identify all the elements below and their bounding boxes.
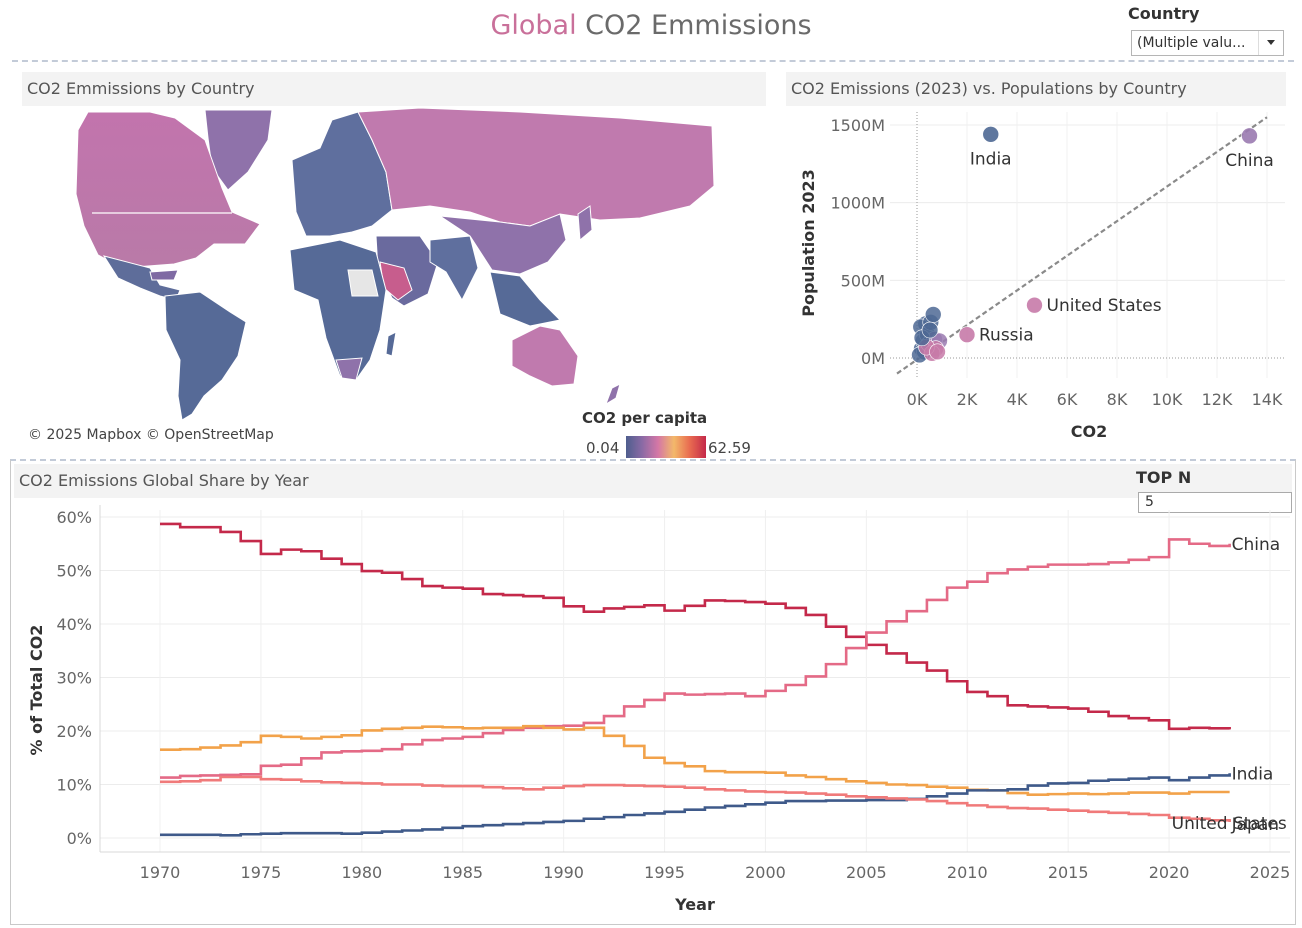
line-ytick-label: 60% bbox=[56, 508, 92, 527]
scatter-ytick-label: 1500M bbox=[830, 116, 885, 135]
line-xtick-label: 2015 bbox=[1048, 863, 1089, 882]
scatter-point-label: China bbox=[1225, 151, 1274, 171]
line-end-label: Japan bbox=[1231, 815, 1279, 835]
legend-title: CO2 per capita bbox=[582, 409, 708, 427]
scatter-point-china[interactable] bbox=[1241, 127, 1258, 145]
line-series-united-states[interactable] bbox=[160, 724, 1230, 796]
line-ytick-label: 30% bbox=[56, 669, 92, 688]
line-ytick-label: 40% bbox=[56, 615, 92, 634]
scatter-panel-title: CO2 Emissions (2023) vs. Populations by … bbox=[786, 72, 1286, 106]
scatter-point-label: United States bbox=[1047, 296, 1162, 316]
line-y-axis-label: % of Total CO2 bbox=[27, 625, 46, 756]
line-xtick-label: 2005 bbox=[846, 863, 887, 882]
line-xtick-label: 2020 bbox=[1149, 863, 1190, 882]
scatter-point-united-states[interactable] bbox=[1026, 296, 1043, 314]
scatter-xtick-label: 14K bbox=[1252, 390, 1283, 409]
line-end-label: China bbox=[1232, 535, 1281, 555]
legend-max: 62.59 bbox=[708, 439, 751, 457]
scatter-ytick-label: 0M bbox=[861, 349, 885, 368]
line-panel-frame bbox=[10, 459, 1296, 925]
page-title: Global CO2 Emmissions bbox=[0, 10, 1302, 41]
country-filter-label: Country bbox=[1128, 4, 1200, 23]
map-credit: © 2025 Mapbox © OpenStreetMap bbox=[28, 427, 274, 443]
scatter-xtick-label: 4K bbox=[1007, 390, 1028, 409]
scatter-ytick-label: 1000M bbox=[830, 194, 885, 213]
map-panel-title: CO2 Emmissions by Country bbox=[22, 72, 766, 106]
scatter-point[interactable] bbox=[921, 321, 939, 339]
line-xtick-label: 2025 bbox=[1250, 863, 1291, 882]
scatter-y-axis-label: Population 2023 bbox=[799, 169, 818, 316]
line-series-unlabeled[interactable] bbox=[160, 522, 1231, 731]
map-caribbean[interactable] bbox=[149, 269, 179, 281]
header-separator bbox=[12, 60, 1294, 62]
map-japan[interactable] bbox=[577, 205, 593, 242]
map-china[interactable] bbox=[439, 213, 567, 275]
line-x-axis-label: Year bbox=[674, 895, 715, 914]
scatter-point-russia[interactable] bbox=[958, 326, 976, 344]
topn-input[interactable]: 5 bbox=[1138, 492, 1292, 513]
scatter-point-label: Russia bbox=[979, 326, 1034, 346]
scatter-xtick-label: 0K bbox=[907, 390, 928, 409]
scatter-point[interactable] bbox=[929, 343, 946, 361]
scatter-point-india[interactable] bbox=[982, 126, 1000, 143]
line-end-label: India bbox=[1232, 764, 1274, 784]
line-series-india[interactable] bbox=[160, 773, 1231, 837]
line-xtick-label: 1970 bbox=[140, 863, 181, 882]
color-legend-bar bbox=[626, 436, 706, 458]
line-xtick-label: 1980 bbox=[341, 863, 382, 882]
map-greenland[interactable] bbox=[204, 109, 273, 191]
line-series-china[interactable] bbox=[160, 538, 1231, 779]
line-xtick-label: 1975 bbox=[241, 863, 282, 882]
line-ytick-label: 10% bbox=[56, 776, 92, 795]
line-xtick-label: 2000 bbox=[745, 863, 786, 882]
scatter-x-axis-label: CO2 bbox=[1071, 422, 1107, 441]
scatter-xtick-label: 8K bbox=[1107, 390, 1128, 409]
line-ytick-label: 20% bbox=[56, 722, 92, 741]
scatter-xtick-label: 10K bbox=[1152, 390, 1183, 409]
title-rest: CO2 Emmissions bbox=[576, 10, 812, 41]
line-ytick-label: 0% bbox=[67, 829, 92, 848]
scatter-trend-line bbox=[896, 116, 1268, 375]
line-xtick-label: 1990 bbox=[543, 863, 584, 882]
line-xtick-label: 2010 bbox=[947, 863, 988, 882]
line-xtick-label: 1985 bbox=[442, 863, 483, 882]
map-south-africa[interactable] bbox=[335, 357, 363, 381]
scatter-xtick-label: 2K bbox=[957, 390, 978, 409]
map-north-america[interactable] bbox=[75, 111, 261, 269]
line-end-label: United States bbox=[1172, 814, 1287, 834]
scatter-point-label: India bbox=[970, 149, 1012, 169]
map-south-america[interactable] bbox=[164, 291, 247, 421]
map-australia[interactable] bbox=[511, 325, 579, 387]
line-xtick-label: 1995 bbox=[644, 863, 685, 882]
line-series-japan[interactable] bbox=[160, 775, 1231, 822]
country-filter-value: (Multiple valu... bbox=[1137, 35, 1246, 51]
title-accent: Global bbox=[490, 10, 577, 41]
chevron-down-icon[interactable] bbox=[1258, 31, 1283, 55]
map-madagascar[interactable] bbox=[385, 331, 397, 357]
map-southeast-asia[interactable] bbox=[489, 271, 562, 327]
topn-label: TOP N bbox=[1136, 468, 1192, 487]
country-filter-dropdown[interactable]: (Multiple valu... bbox=[1131, 30, 1284, 56]
scatter-xtick-label: 12K bbox=[1202, 390, 1233, 409]
legend-min: 0.04 bbox=[586, 439, 620, 457]
map-egypt-sudan[interactable] bbox=[347, 269, 379, 297]
scatter-xtick-label: 6K bbox=[1057, 390, 1078, 409]
line-ytick-label: 50% bbox=[56, 562, 92, 581]
map-new-zealand[interactable] bbox=[605, 383, 621, 406]
scatter-ytick-label: 500M bbox=[841, 271, 885, 290]
line-panel-title: CO2 Emissions Global Share by Year bbox=[14, 464, 1292, 498]
